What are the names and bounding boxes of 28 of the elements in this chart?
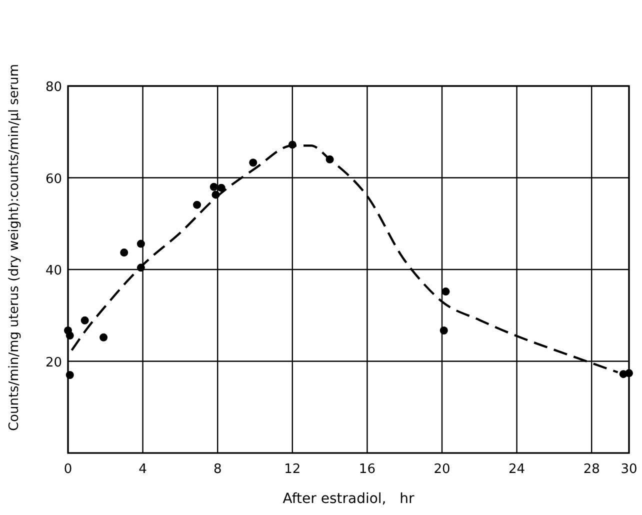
point xyxy=(210,182,218,191)
point xyxy=(80,316,89,324)
y-tick-label: 20 xyxy=(45,355,62,370)
y-axis-title: Counts/min/mg uterus (dry weight):counts/min/μl serum xyxy=(7,64,22,432)
x-tick-label: 28 xyxy=(583,462,600,477)
x-tick-label: 12 xyxy=(284,462,301,477)
point xyxy=(442,288,450,296)
x-tick-label: 8 xyxy=(213,462,222,477)
point xyxy=(440,326,448,335)
point xyxy=(193,200,202,209)
x-axis-title: After estradiol, hr xyxy=(282,491,414,507)
x-tick-label: 4 xyxy=(138,462,147,477)
y-tick-label: 60 xyxy=(45,172,62,187)
point xyxy=(625,369,633,378)
point xyxy=(100,333,108,342)
point xyxy=(249,158,258,167)
x-tick-label: 30 xyxy=(620,462,638,477)
y-tick-label: 40 xyxy=(45,264,62,278)
x-tick-label: 0 xyxy=(64,462,72,477)
point xyxy=(136,240,145,248)
y-tick-label: 80 xyxy=(45,80,62,95)
point xyxy=(66,332,74,340)
x-tick-label: 20 xyxy=(434,462,450,477)
x-tick-label: 24 xyxy=(508,462,526,477)
point xyxy=(120,248,128,257)
x-tick-label: 16 xyxy=(358,462,376,477)
point xyxy=(217,184,226,192)
point xyxy=(66,371,74,380)
